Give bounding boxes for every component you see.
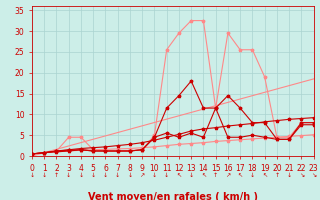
X-axis label: Vent moyen/en rafales ( km/h ): Vent moyen/en rafales ( km/h ) (88, 192, 258, 200)
